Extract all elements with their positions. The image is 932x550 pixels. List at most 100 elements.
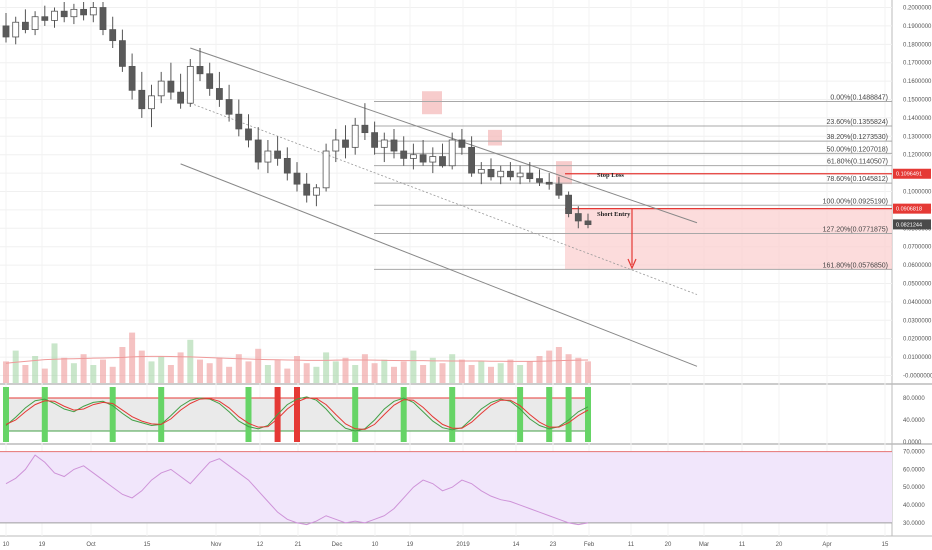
candle-body	[235, 113, 243, 130]
date-tick-label: 20	[665, 542, 672, 548]
stoch-signal-bar	[3, 387, 9, 442]
candle-body	[506, 170, 514, 178]
volume-bar	[158, 356, 165, 383]
date-tick-label: 15	[144, 542, 151, 548]
candle-body	[196, 65, 204, 75]
volume-bar	[206, 363, 213, 383]
stoch-signal-bar	[41, 387, 48, 442]
volume-bar	[381, 359, 388, 383]
volume-bar	[361, 354, 368, 383]
descending-channel[interactable]	[180, 47, 698, 367]
volume-bar	[187, 339, 194, 383]
candle-body	[487, 169, 495, 178]
candle-body	[99, 7, 107, 30]
volume-bar	[585, 361, 591, 383]
price-tick-label: 0.2000000	[903, 6, 932, 12]
volume-bar	[3, 361, 9, 383]
volume-bar	[148, 361, 155, 383]
rsi-band	[0, 451, 892, 523]
candle-body	[312, 187, 320, 196]
rsi-tick-label: 60.0000	[903, 467, 925, 473]
volume-bar	[177, 352, 184, 383]
stoch-signal-bar	[158, 387, 165, 442]
volume-bar	[488, 366, 494, 383]
candle-body	[206, 73, 214, 89]
volume-bar	[526, 361, 533, 383]
date-tick-label: 19	[39, 542, 46, 548]
volume-bar	[61, 357, 68, 383]
volume-bar	[458, 359, 465, 383]
volume-bar	[468, 365, 475, 383]
price-tick-label: -0.0000000	[903, 373, 932, 379]
channel-upper	[190, 47, 698, 224]
stoch-signal-bar	[109, 387, 116, 442]
volume-ma-line	[5, 355, 589, 364]
volume-bar	[507, 359, 514, 383]
candle-body	[458, 139, 466, 148]
price-tick-label: 0.0500000	[903, 281, 932, 287]
volume-bar	[371, 363, 378, 383]
stoch-tick-label: 40.0000	[903, 418, 925, 424]
candle-body	[536, 178, 543, 183]
candle-body	[439, 156, 446, 167]
stoch-tick-label: 80.0000	[903, 396, 925, 402]
rsi-pane: 70.0000 60.0000 50.0000 40.0000 30.0000	[0, 450, 925, 527]
rsi-tick-label: 40.0000	[903, 503, 925, 509]
date-tick-label: 19	[407, 542, 414, 548]
supply-zone-2	[488, 129, 502, 146]
volume-bar	[226, 366, 233, 383]
stoch-signal-bar	[294, 387, 300, 442]
candle-body	[351, 124, 359, 148]
channel-mid	[190, 102, 698, 295]
date-tick-label: 12	[257, 542, 264, 548]
candle-body	[497, 170, 505, 178]
date-tick-label: Mar	[699, 542, 709, 548]
stoch-signal-bar	[585, 387, 591, 442]
volume-bar	[12, 350, 19, 383]
price-tag-label: 0.1096491	[896, 172, 922, 178]
candle-body	[225, 99, 233, 115]
volume-bar	[80, 354, 87, 383]
candle-body	[157, 80, 165, 97]
price-tick-label: 0.1200000	[903, 153, 932, 159]
date-axis[interactable]: 10 19 Oct 15 Nov 12 21 Dec 10 19 2019 14 23 Feb 11 20 Ma…	[3, 542, 889, 548]
candle-body	[264, 150, 272, 163]
volume-bar	[313, 366, 320, 383]
date-tick-label: Nov	[211, 542, 222, 548]
candlesticks	[2, 2, 592, 229]
date-tick-label: 10	[372, 542, 379, 548]
candle-body	[332, 139, 340, 152]
price-tick-label: 0.1300000	[903, 134, 932, 140]
short-entry-label: Short Entry	[597, 211, 631, 218]
price-tag	[893, 203, 931, 214]
price-tick-label: 0.0200000	[903, 337, 932, 343]
candle-body	[119, 40, 126, 67]
candle-body	[186, 65, 194, 104]
candle-body	[293, 172, 301, 185]
candle-body	[574, 213, 582, 222]
rsi-tick-label: 70.0000	[903, 450, 925, 456]
candle-body	[41, 16, 49, 21]
candle-body	[526, 172, 534, 180]
price-tick-label: 0.0300000	[903, 318, 932, 324]
fib-level-label: 78.60%(0.1045812)	[827, 176, 889, 183]
price-tick-label: 0.1600000	[903, 79, 932, 85]
candle-body	[468, 146, 476, 174]
price-tick-label: 0.1000000	[903, 190, 932, 196]
price-axis[interactable]: 0.2000000 0.1900000 0.1800000 0.1700000 0.16…	[893, 6, 932, 380]
fib-level-label: 38.20%(0.1273530)	[827, 134, 889, 141]
fib-level-label: 161.80%(0.0576850)	[823, 262, 888, 269]
date-tick-label: 11	[739, 542, 746, 548]
fib-level-label: 50.00%(0.1207018)	[827, 146, 889, 153]
price-tick-label: 0.1800000	[903, 42, 932, 48]
price-tick-label: 0.1400000	[903, 116, 932, 122]
volume-bar	[303, 363, 310, 383]
candle-body	[148, 95, 155, 110]
candle-body	[51, 10, 58, 21]
target-zone	[565, 208, 892, 270]
volume-bar	[391, 366, 397, 383]
volume-bar	[332, 361, 339, 383]
price-tick-label: 0.0700000	[903, 245, 932, 251]
fib-level-label: 127.20%(0.0771875)	[823, 226, 888, 233]
